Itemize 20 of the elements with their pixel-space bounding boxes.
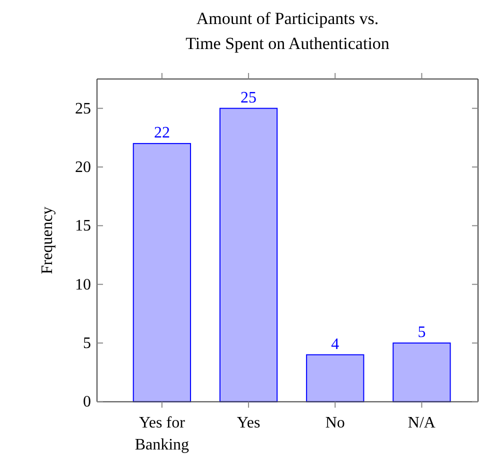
data-label: 5 (418, 324, 426, 342)
chart-title: Amount of Participants vs. Time Spent on Authentication (186, 9, 390, 53)
x-tick-label: No (325, 414, 345, 432)
x-tick-label: Yes for Banking (134, 414, 190, 454)
x-tick-label: N/A (408, 414, 436, 432)
bar (219, 108, 278, 402)
bar (392, 342, 451, 402)
y-tick-label: 25 (75, 100, 91, 118)
y-tick-label: 0 (83, 394, 91, 411)
data-label: 22 (154, 124, 170, 142)
y-tick-label: 20 (75, 159, 91, 176)
x-tick-label: Yes (236, 414, 260, 432)
y-tick-label: 10 (75, 276, 91, 294)
bar (132, 143, 192, 402)
y-axis-title: Frequency (39, 206, 56, 274)
data-label: 4 (331, 336, 340, 353)
y-tick-label: 5 (83, 335, 91, 352)
bar (306, 354, 364, 402)
data-label: 25 (240, 89, 257, 106)
y-tick-label: 15 (75, 218, 91, 235)
